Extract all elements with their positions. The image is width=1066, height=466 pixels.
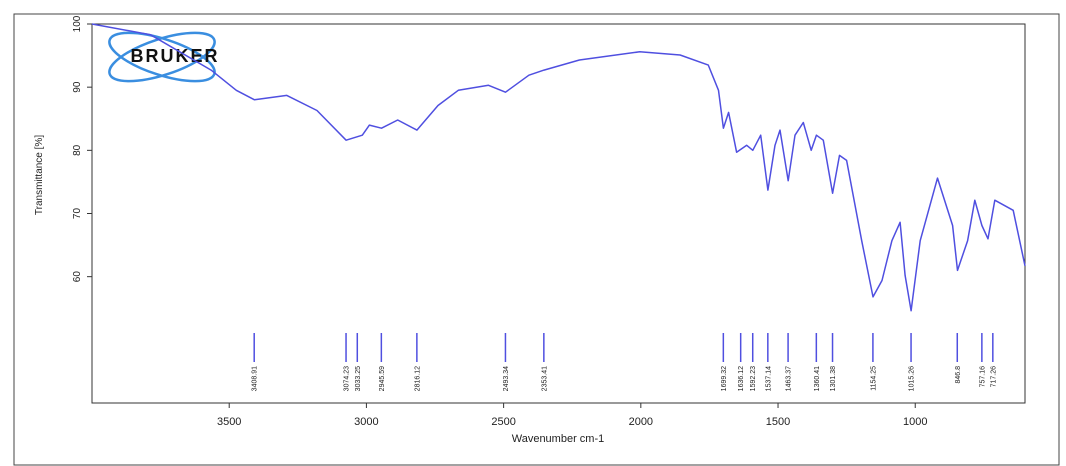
peak-label: 2816.12 xyxy=(414,366,421,391)
x-tick-label: 1000 xyxy=(903,416,927,428)
peak-label: 1537.14 xyxy=(765,366,772,391)
peak-label: 846.8 xyxy=(955,366,962,384)
peak-label: 3074.23 xyxy=(344,366,351,391)
y-tick-label: 80 xyxy=(72,144,83,156)
peak-label: 1636.12 xyxy=(738,366,745,391)
y-tick-label: 60 xyxy=(72,271,83,283)
peak-label: 757.16 xyxy=(979,366,986,388)
x-tick-label: 3500 xyxy=(217,416,241,428)
outer-frame xyxy=(13,13,1060,466)
peak-label: 1154.25 xyxy=(870,366,877,391)
plot-frame xyxy=(91,23,1026,404)
logo-orbit xyxy=(108,31,216,83)
y-tick-label: 70 xyxy=(72,208,83,220)
peak-label: 1360.41 xyxy=(814,366,821,391)
peak-label: 1463.37 xyxy=(786,366,793,391)
spectrum-line xyxy=(91,23,1026,312)
peak-label: 1301.38 xyxy=(830,366,837,391)
logo-orbit xyxy=(108,31,216,83)
x-tick-label: 1500 xyxy=(766,416,790,428)
peak-label: 1699.32 xyxy=(721,366,728,391)
peak-label: 2353.41 xyxy=(541,366,548,391)
peak-label: 2945.59 xyxy=(379,366,386,391)
y-tick-label: 90 xyxy=(72,81,83,93)
x-tick-label: 2000 xyxy=(629,416,653,428)
peak-label: 3033.25 xyxy=(355,366,362,391)
logo: BRUKER xyxy=(108,31,218,83)
peak-label: 1592.23 xyxy=(750,366,757,391)
y-tick-label: 100 xyxy=(72,15,83,32)
x-axis-label: Wavenumber cm-1 xyxy=(512,433,605,445)
x-tick-label: 3000 xyxy=(354,416,378,428)
peak-label: 1015.26 xyxy=(909,366,916,391)
x-tick-label: 2500 xyxy=(491,416,515,428)
y-axis-label: Transmittance [%] xyxy=(34,135,45,215)
peak-label: 2493.34 xyxy=(503,366,510,391)
peak-label: 717.26 xyxy=(990,366,997,388)
peak-label: 3408.91 xyxy=(252,366,259,391)
